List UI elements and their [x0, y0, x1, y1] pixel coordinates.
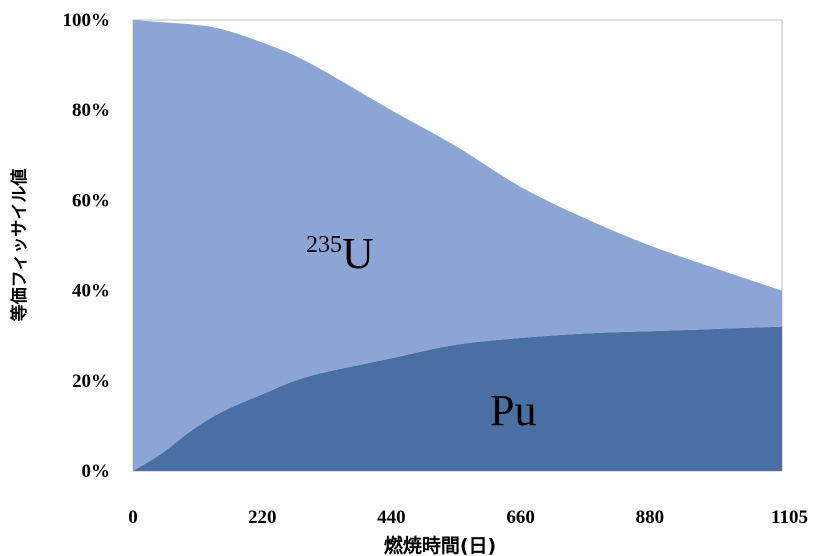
x-tick-label: 1105	[771, 507, 808, 528]
x-tick-label: 220	[248, 507, 277, 528]
y-axis-label: 等価フィッサイル値	[9, 169, 30, 322]
y-tick-label: 80%	[72, 100, 110, 121]
y-tick-label: 0%	[82, 461, 111, 482]
series-label-u235-main: U	[342, 229, 374, 278]
y-tick-label: 40%	[72, 281, 110, 302]
series-label-u235: 235U	[306, 229, 374, 278]
x-tick-label: 440	[377, 507, 406, 528]
area-series-pu	[133, 326, 782, 471]
area-layer	[133, 20, 782, 471]
series-label-pu: Pu	[490, 386, 536, 435]
y-tick-label: 100%	[63, 10, 111, 31]
y-tick-label: 20%	[72, 371, 110, 392]
x-tick-label: 0	[128, 507, 138, 528]
x-axis-ticks: 0 220 440 660 880 1105	[128, 507, 808, 528]
x-axis-label: 燃焼時間(日)	[384, 534, 496, 556]
y-tick-label: 60%	[72, 190, 110, 211]
y-axis-ticks: 0% 20% 40% 60% 80% 100%	[63, 10, 111, 482]
x-tick-label: 660	[506, 507, 535, 528]
series-label-u235-superscript: 235	[306, 232, 342, 258]
area-series-u235	[133, 20, 782, 471]
x-tick-label: 880	[636, 507, 665, 528]
